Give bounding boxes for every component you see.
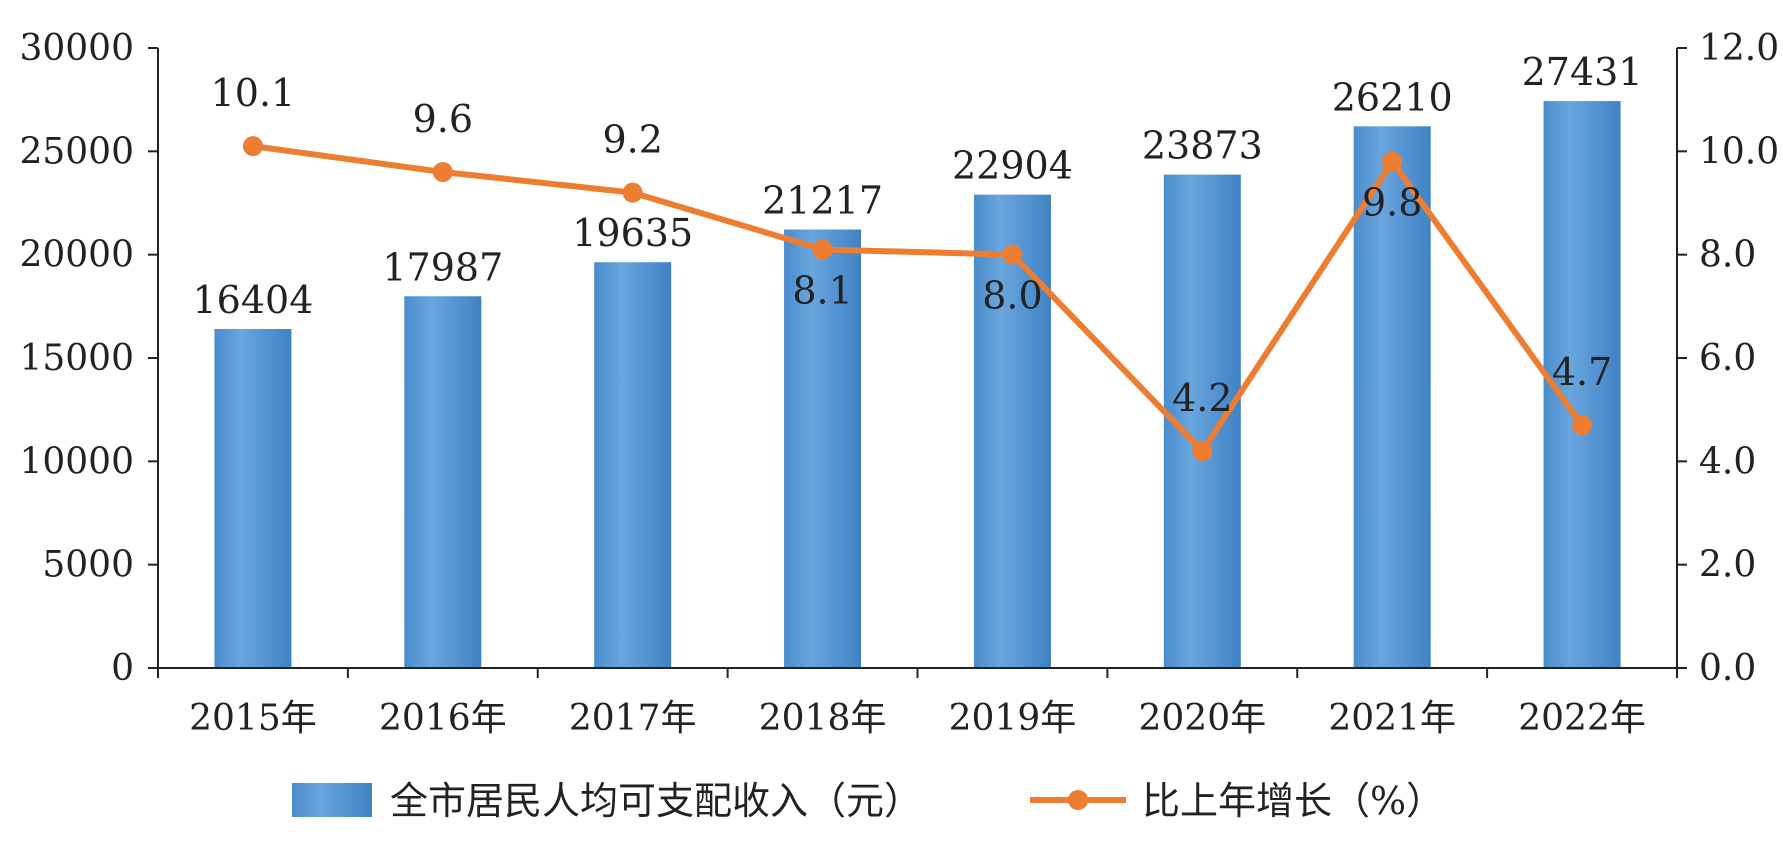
bar-value-label: 21217 bbox=[762, 179, 883, 223]
bar-value-label: 16404 bbox=[192, 278, 313, 322]
growth-point bbox=[1192, 441, 1213, 461]
growth-point bbox=[1382, 151, 1403, 172]
x-tick-label: 2018年 bbox=[759, 698, 887, 739]
y-left-tick-label: 5000 bbox=[42, 545, 134, 586]
y-left-tick-label: 15000 bbox=[19, 338, 134, 379]
y-left-tick-label: 10000 bbox=[19, 441, 134, 482]
y-left-tick-label: 0 bbox=[111, 648, 134, 689]
x-tick-label: 2016年 bbox=[379, 698, 507, 739]
legend: 全市居民人均可支配收入（元） 比上年增长（%） bbox=[292, 779, 1444, 823]
bar bbox=[973, 194, 1051, 668]
y-left-tick-label: 20000 bbox=[19, 235, 134, 276]
bar bbox=[404, 296, 482, 668]
y-right-tick-label: 12.0 bbox=[1699, 28, 1779, 69]
y-right-tick-label: 6.0 bbox=[1699, 338, 1756, 379]
x-tick-label: 2021年 bbox=[1328, 698, 1456, 739]
y-right-tick-label: 8.0 bbox=[1699, 235, 1756, 276]
growth-point bbox=[432, 162, 453, 182]
line-value-label: 8.1 bbox=[792, 269, 852, 313]
growth-point bbox=[812, 239, 833, 260]
growth-point bbox=[242, 136, 263, 157]
y-right-tick-label: 4.0 bbox=[1699, 441, 1756, 482]
line-value-label: 4.7 bbox=[1552, 350, 1612, 394]
legend-swatch-bar bbox=[292, 783, 372, 817]
line-value-label: 10.1 bbox=[211, 71, 296, 115]
bar bbox=[1353, 126, 1431, 669]
x-tick-label: 2015年 bbox=[189, 698, 317, 739]
bar-value-label: 17987 bbox=[382, 245, 503, 289]
line-value-label: 4.2 bbox=[1172, 376, 1232, 420]
y-left-tick-label: 30000 bbox=[19, 28, 134, 69]
axes: 0 5000 10000 15000 20000 25000 30000 0.0 2.0 4.0 6… bbox=[19, 28, 1779, 739]
growth-point bbox=[1572, 415, 1593, 436]
bar-value-label: 23873 bbox=[1142, 124, 1263, 168]
line-value-label: 9.8 bbox=[1362, 181, 1422, 225]
bar-series bbox=[214, 101, 1621, 669]
x-tick-label: 2022年 bbox=[1518, 698, 1646, 739]
bar-value-label: 26210 bbox=[1332, 75, 1453, 119]
bar bbox=[214, 328, 292, 668]
bar-value-label: 19635 bbox=[572, 211, 693, 255]
line-value-label: 9.2 bbox=[602, 118, 662, 162]
legend-label-bar: 全市居民人均可支配收入（元） bbox=[390, 779, 922, 823]
bar bbox=[594, 262, 672, 668]
bar bbox=[784, 229, 862, 669]
y-right-tick-label: 0.0 bbox=[1699, 648, 1756, 689]
data-labels: 16404 17987 19635 21217 22904 23873 26210 27431… bbox=[192, 50, 1642, 420]
growth-point bbox=[1002, 244, 1023, 265]
y-left-tick-label: 25000 bbox=[19, 131, 134, 172]
x-tick-label: 2017年 bbox=[569, 698, 697, 739]
legend-label-line: 比上年增长（%） bbox=[1142, 779, 1444, 823]
legend-swatch-marker bbox=[1068, 790, 1088, 810]
bar-value-label: 22904 bbox=[952, 144, 1073, 188]
growth-line bbox=[252, 143, 1585, 454]
y-right-tick-label: 10.0 bbox=[1699, 131, 1779, 172]
line-value-label: 9.6 bbox=[413, 97, 473, 141]
line-series bbox=[242, 136, 1593, 461]
bar-value-label: 27431 bbox=[1522, 50, 1643, 94]
growth-point bbox=[622, 182, 643, 203]
line-value-label: 8.0 bbox=[982, 274, 1042, 318]
x-tick-label: 2019年 bbox=[949, 698, 1077, 739]
x-tick-label: 2020年 bbox=[1139, 698, 1267, 739]
y-right-tick-label: 2.0 bbox=[1699, 545, 1756, 586]
